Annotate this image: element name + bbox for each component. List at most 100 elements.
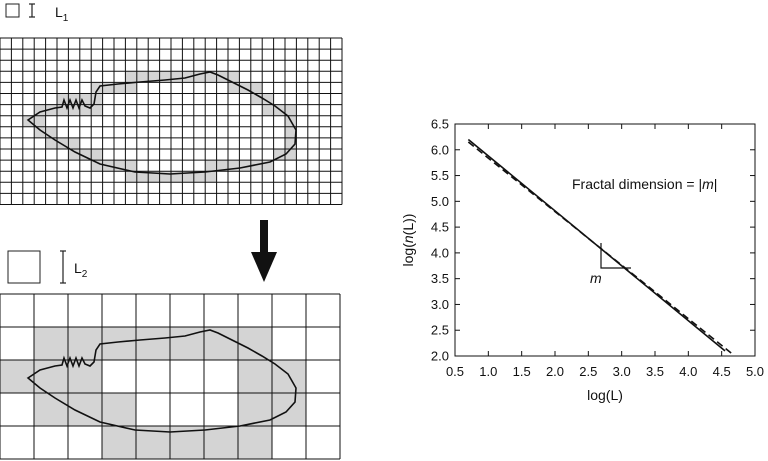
covered-box xyxy=(285,126,297,138)
y-tick-label: 4.0 xyxy=(431,245,449,260)
x-tick-label: 5.0 xyxy=(746,364,764,379)
covered-box xyxy=(102,393,136,426)
covered-box xyxy=(171,171,183,183)
chart-series xyxy=(467,138,733,355)
covered-box xyxy=(57,93,69,105)
covered-box xyxy=(79,93,92,105)
covered-box xyxy=(182,171,194,183)
coarse-grid-outline xyxy=(26,329,297,433)
covered-box xyxy=(68,327,102,360)
covered-box xyxy=(285,104,297,116)
x-tick-label: 2.0 xyxy=(546,364,564,379)
covered-box xyxy=(114,160,126,172)
y-tick-label: 6.5 xyxy=(431,117,449,132)
covered-box xyxy=(148,171,160,183)
covered-box xyxy=(79,149,92,161)
covered-box xyxy=(216,160,228,172)
x-tick-label: 2.5 xyxy=(579,364,597,379)
y-tick-label: 5.0 xyxy=(431,194,449,209)
covered-box xyxy=(193,171,206,183)
covered-box xyxy=(0,360,34,393)
series-line-solid xyxy=(467,138,726,352)
series-line-dashed xyxy=(467,141,733,355)
y-tick-label: 2.0 xyxy=(431,349,449,364)
fine-scale-label: L1 xyxy=(55,4,69,24)
covered-box xyxy=(159,171,171,183)
covered-box xyxy=(250,93,263,105)
covered-box xyxy=(238,327,272,360)
covered-box xyxy=(91,149,103,161)
plot-frame xyxy=(454,123,756,357)
covered-box xyxy=(136,327,170,360)
covered-box xyxy=(45,104,57,116)
covered-box xyxy=(228,160,240,172)
covered-box xyxy=(125,171,137,183)
covered-box xyxy=(204,426,238,459)
fine-grid-legend: L1 xyxy=(5,3,69,24)
covered-box xyxy=(136,71,149,83)
x-tick-label: 1.5 xyxy=(513,364,531,379)
covered-box xyxy=(205,160,217,172)
covered-box xyxy=(45,137,57,149)
covered-box xyxy=(262,93,274,105)
covered-box xyxy=(102,82,114,94)
covered-box xyxy=(228,82,240,94)
down-arrow-icon xyxy=(251,220,277,282)
x-tick-label: 3.5 xyxy=(646,364,664,379)
coarse-grid-covered-boxes xyxy=(0,327,306,459)
covered-box xyxy=(238,426,272,459)
y-tick-label: 6.0 xyxy=(431,142,449,157)
covered-box xyxy=(102,426,136,459)
covered-box xyxy=(57,104,69,116)
covered-box xyxy=(204,327,238,360)
x-tick-label: 0.5 xyxy=(446,364,464,379)
covered-box xyxy=(79,104,92,116)
covered-box xyxy=(91,82,103,94)
covered-box xyxy=(91,104,103,116)
coarse-grid-legend: L2 xyxy=(7,250,88,284)
covered-box xyxy=(68,137,80,149)
covered-box xyxy=(68,149,80,161)
covered-box xyxy=(34,126,46,138)
covered-box xyxy=(285,149,297,161)
fine-box-swatch xyxy=(5,3,20,18)
fractal-dimension-annotation: Fractal dimension = |m| xyxy=(572,176,717,192)
slope-label: m xyxy=(590,270,602,286)
covered-box xyxy=(125,160,137,172)
covered-box xyxy=(250,82,263,94)
covered-box xyxy=(262,104,274,116)
x-axis-ticks: 0.5 1.0 1.5 2.0 2.5 3.0 3.5 4.0 4.5 5.0 xyxy=(446,124,764,379)
covered-box xyxy=(34,104,46,116)
y-tick-label: 4.5 xyxy=(431,220,449,235)
covered-box xyxy=(205,171,217,183)
slope-triangle xyxy=(600,243,631,269)
x-axis-label: log(L) xyxy=(587,387,623,403)
coarse-grid-lines xyxy=(0,293,341,460)
covered-box xyxy=(136,171,149,183)
covered-box xyxy=(57,137,69,149)
covered-box xyxy=(34,327,68,360)
covered-box xyxy=(205,71,217,83)
covered-box xyxy=(193,71,206,83)
x-tick-label: 4.0 xyxy=(679,364,697,379)
x-tick-label: 4.5 xyxy=(713,364,731,379)
covered-box xyxy=(34,115,46,127)
covered-box xyxy=(68,104,80,116)
covered-box xyxy=(91,93,103,105)
y-tick-label: 2.5 xyxy=(431,323,449,338)
covered-box xyxy=(159,71,171,83)
covered-box xyxy=(238,360,272,393)
y-axis-label: log(n(L)) xyxy=(400,214,416,267)
x-tick-label: 3.0 xyxy=(613,364,631,379)
covered-box xyxy=(285,137,297,149)
coarse-box-swatch xyxy=(7,250,41,284)
covered-box xyxy=(171,71,183,83)
covered-box xyxy=(114,82,126,94)
covered-box xyxy=(239,160,251,172)
covered-box xyxy=(125,71,137,83)
y-tick-label: 5.5 xyxy=(431,168,449,183)
covered-box xyxy=(91,160,103,172)
covered-box xyxy=(273,149,285,161)
x-tick-label: 1.0 xyxy=(479,364,497,379)
